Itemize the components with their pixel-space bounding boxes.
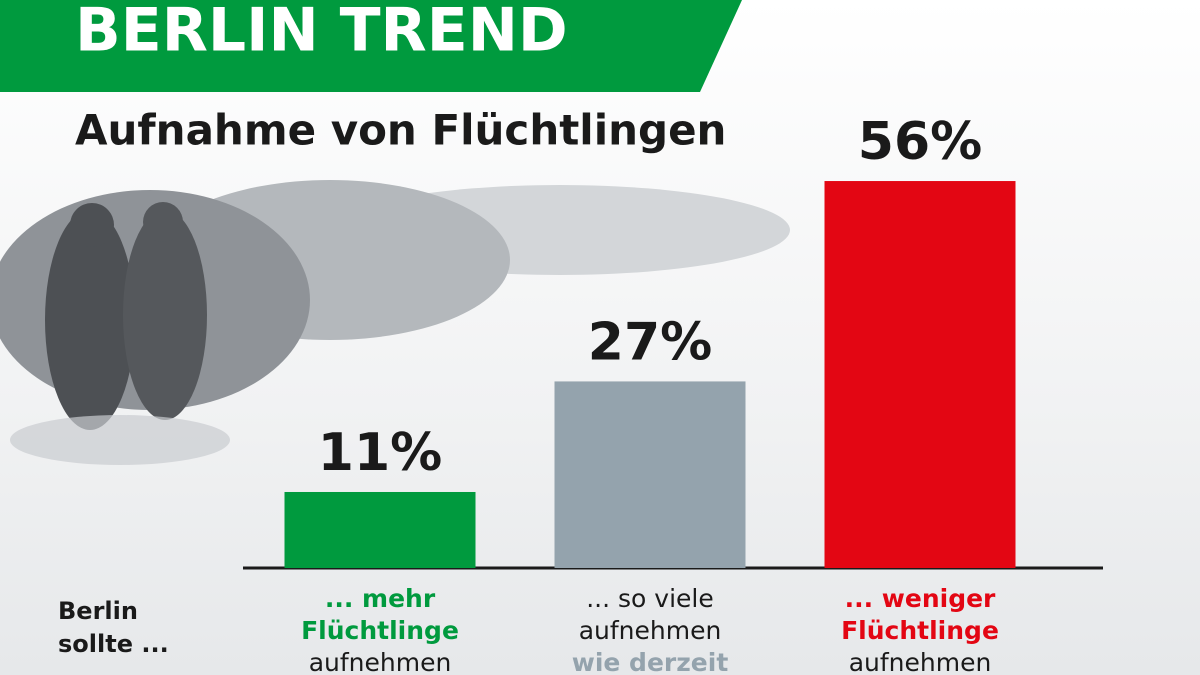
row-label: Berlin: [58, 597, 138, 625]
header-banner: [0, 0, 742, 92]
bar: [554, 381, 746, 568]
crowd-illustration: [0, 180, 790, 465]
row-label: sollte ...: [58, 630, 169, 658]
x-tick-label: Flüchtlinge: [301, 616, 459, 645]
x-tick-label: ... so viele: [586, 584, 714, 613]
value-label: 27%: [588, 312, 712, 372]
x-tick-label: aufnehmen: [579, 616, 722, 645]
value-label: 11%: [318, 423, 442, 483]
x-tick-label: ... mehr: [325, 584, 436, 613]
value-label: 56%: [858, 112, 982, 172]
x-tick-label: wie derzeit: [572, 648, 729, 675]
bar: [284, 491, 476, 568]
x-tick-label: ... weniger: [845, 584, 996, 613]
chart-title: Aufnahme von Flüchtlingen: [75, 106, 726, 155]
header: BERLIN TREND: [75, 0, 568, 66]
bar: [824, 181, 1016, 569]
x-tick-label: aufnehmen: [849, 648, 992, 675]
x-tick-label: Flüchtlinge: [841, 616, 999, 645]
x-tick-label: aufnehmen: [309, 648, 452, 675]
